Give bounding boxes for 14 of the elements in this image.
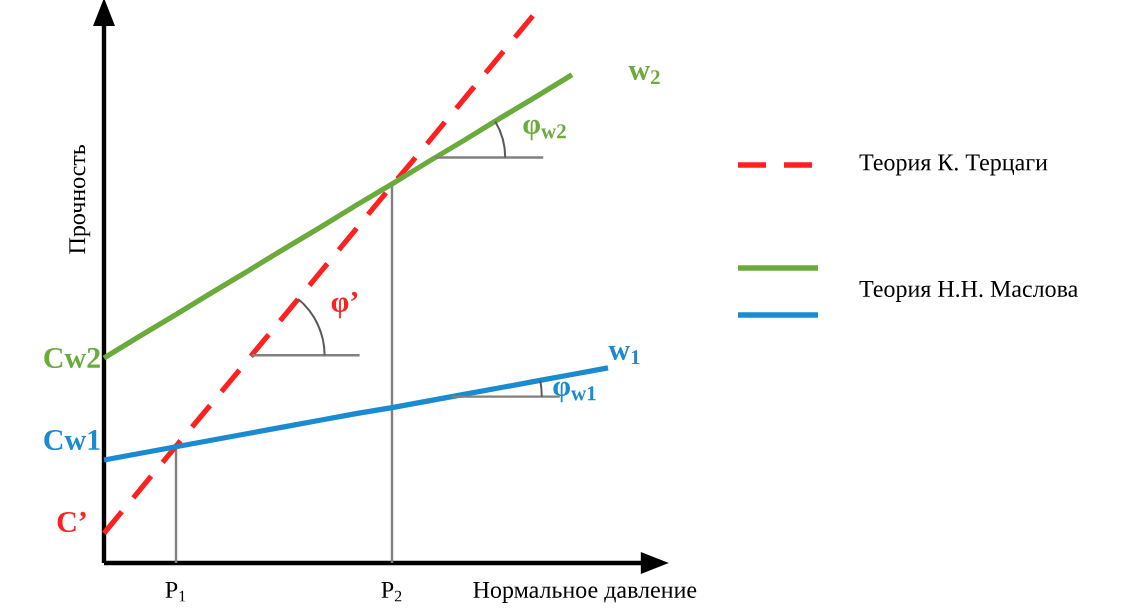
- y-axis-title: Прочность: [69, 144, 91, 254]
- legend-label: Теория К. Терцаги: [859, 154, 1048, 176]
- annotation: φ$_{w1}$: [553, 381, 596, 403]
- x-tick-label: P$_{2}$: [381, 582, 402, 602]
- annotation: φ’: [331, 291, 358, 319]
- annotation: φ$_{w2}$: [523, 119, 566, 141]
- text: C’: [57, 511, 86, 533]
- text: Теория Н.Н. Маслова: [859, 281, 1078, 302]
- x-tick-label: P$_{1}$: [165, 582, 186, 602]
- x-axis-title: Нормальное давление: [473, 582, 697, 603]
- text: Cw2: [44, 347, 100, 369]
- annotation: w$_{1}$: [608, 345, 640, 365]
- text: Cw1: [44, 429, 100, 451]
- annotation: w$_{2}$: [628, 65, 660, 85]
